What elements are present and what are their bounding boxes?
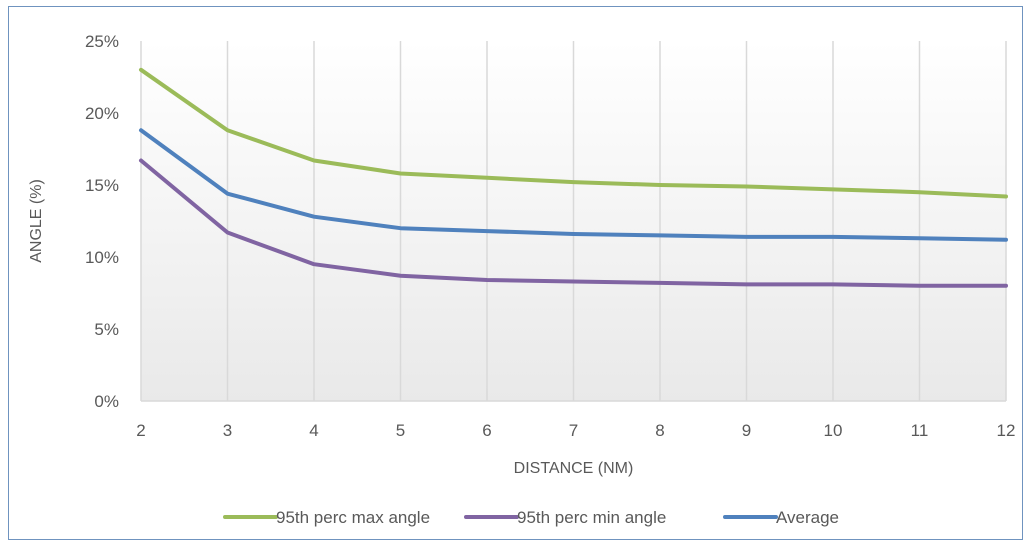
y-tick-label: 20% xyxy=(85,104,119,123)
series-line xyxy=(139,158,1008,288)
y-tick-label: 10% xyxy=(85,248,119,267)
y-axis-tick-labels: 0% 5% 10% 15% 20% 25% xyxy=(85,32,119,411)
series-line xyxy=(139,67,1008,199)
x-axis-tick-labels: 2 3 4 5 6 7 8 9 10 11 12 xyxy=(136,421,1015,440)
x-tick-label: 7 xyxy=(569,421,578,440)
legend-label: Average xyxy=(776,508,839,527)
x-tick-label: 3 xyxy=(223,421,232,440)
x-tick-label: 11 xyxy=(911,421,929,440)
x-tick-label: 4 xyxy=(309,421,318,440)
legend-label: 95th perc max angle xyxy=(276,508,430,527)
y-tick-label: 5% xyxy=(94,320,119,339)
x-tick-label: 10 xyxy=(824,421,843,440)
x-tick-label: 8 xyxy=(655,421,664,440)
grid-lines xyxy=(140,41,1007,402)
x-tick-label: 12 xyxy=(997,421,1016,440)
x-axis-title: DISTANCE (NM) xyxy=(514,460,634,477)
series-line xyxy=(139,128,1008,242)
x-tick-label: 2 xyxy=(136,421,145,440)
y-tick-label: 15% xyxy=(85,176,119,195)
series-lines xyxy=(139,67,1008,288)
y-axis-title: ANGLE (%) xyxy=(28,179,45,263)
y-tick-label: 25% xyxy=(85,32,119,51)
x-tick-label: 5 xyxy=(396,421,405,440)
legend: 95th perc max angle 95th perc min angle Av… xyxy=(223,508,839,527)
x-tick-label: 6 xyxy=(482,421,491,440)
x-tick-label: 9 xyxy=(742,421,751,440)
legend-label: 95th perc min angle xyxy=(517,508,666,527)
y-tick-label: 0% xyxy=(94,392,119,411)
